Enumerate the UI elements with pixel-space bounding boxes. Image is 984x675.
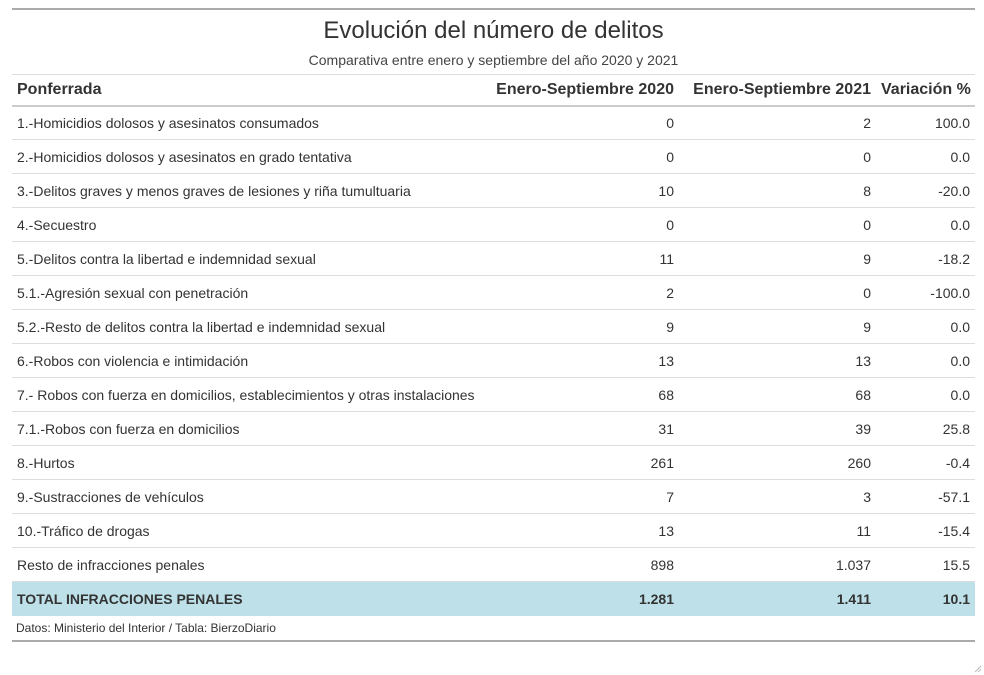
- column-header-2020[interactable]: Enero-Septiembre 2020: [482, 74, 679, 107]
- cell-2020: 13: [482, 343, 679, 378]
- table-header: Ponferrada Enero-Septiembre 2020 Enero-S…: [12, 74, 975, 107]
- table-row: 10.-Tráfico de drogas 13 11 -15.4: [12, 513, 975, 548]
- resize-handle-icon[interactable]: [974, 665, 982, 673]
- table-row: 3.-Delitos graves y menos graves de lesi…: [12, 173, 975, 208]
- chart-title: Evolución del número de delitos: [323, 17, 664, 44]
- cell-2021: 8: [679, 173, 876, 208]
- cell-variacion: 15.5: [876, 547, 975, 582]
- cell-variacion: 0.0: [876, 343, 975, 378]
- cell-category: 6.-Robos con violencia e intimidación: [12, 343, 482, 378]
- cell-category: 9.-Sustracciones de vehículos: [12, 479, 482, 514]
- cell-2020: 261: [482, 445, 679, 480]
- cell-2021: 9: [679, 241, 876, 276]
- cell-category: 7.1.-Robos con fuerza en domicilios: [12, 411, 482, 446]
- cell-2020: 0: [482, 207, 679, 242]
- cell-variacion: 25.8: [876, 411, 975, 446]
- cell-2020: 898: [482, 547, 679, 582]
- cell-2021: 68: [679, 377, 876, 412]
- cell-2021: 3: [679, 479, 876, 514]
- table-row: 6.-Robos con violencia e intimidación 13 1…: [12, 343, 975, 378]
- cell-category: 5.2.-Resto de delitos contra la libertad…: [12, 309, 482, 344]
- cell-variacion: -20.0: [876, 173, 975, 208]
- cell-category: 1.-Homicidios dolosos y asesinatos consu…: [12, 105, 482, 140]
- cell-category: 5.-Delitos contra la libertad e indemnid…: [12, 241, 482, 276]
- cell-category: 5.1.-Agresión sexual con penetración: [12, 275, 482, 310]
- cell-category: 10.-Tráfico de drogas: [12, 513, 482, 548]
- cell-variacion: 0.0: [876, 139, 975, 174]
- table-row: 5.-Delitos contra la libertad e indemnid…: [12, 241, 975, 276]
- cell-variacion: -18.2: [876, 241, 975, 276]
- cell-2021: 1.411: [679, 581, 876, 616]
- cell-2021: 9: [679, 309, 876, 344]
- column-header-ponferrada[interactable]: Ponferrada: [12, 74, 482, 107]
- table-row: 1.-Homicidios dolosos y asesinatos consu…: [12, 105, 975, 140]
- cell-2021: 39: [679, 411, 876, 446]
- cell-category: TOTAL INFRACCIONES PENALES: [12, 581, 482, 616]
- cell-2020: 0: [482, 139, 679, 174]
- cell-category: Resto de infracciones penales: [12, 547, 482, 582]
- cell-variacion: 100.0: [876, 105, 975, 140]
- cell-variacion: -15.4: [876, 513, 975, 548]
- table-card: Evolución del número de delitos Comparat…: [12, 8, 975, 642]
- cell-category: 3.-Delitos graves y menos graves de lesi…: [12, 173, 482, 208]
- column-header-variacion[interactable]: Variación %: [876, 74, 975, 107]
- source-note: Datos: Ministerio del Interior / Tabla: …: [12, 616, 975, 642]
- table-row: 5.2.-Resto de delitos contra la libertad…: [12, 309, 975, 344]
- cell-2020: 7: [482, 479, 679, 514]
- cell-category: 7.- Robos con fuerza en domicilios, esta…: [12, 377, 482, 412]
- cell-2021: 0: [679, 275, 876, 310]
- cell-2021: 11: [679, 513, 876, 548]
- cell-2021: 13: [679, 343, 876, 378]
- cell-2020: 10: [482, 173, 679, 208]
- cell-2021: 0: [679, 139, 876, 174]
- table-row: 8.-Hurtos 261 260 -0.4: [12, 445, 975, 480]
- cell-2020: 68: [482, 377, 679, 412]
- header-row: Ponferrada Enero-Septiembre 2020 Enero-S…: [12, 74, 975, 107]
- cell-2020: 1.281: [482, 581, 679, 616]
- cell-2020: 11: [482, 241, 679, 276]
- cell-2020: 0: [482, 105, 679, 140]
- column-header-2021[interactable]: Enero-Septiembre 2021: [679, 74, 876, 107]
- cell-2020: 2: [482, 275, 679, 310]
- table-row: 7.1.-Robos con fuerza en domicilios 31 39 2…: [12, 411, 975, 446]
- cell-2021: 0: [679, 207, 876, 242]
- cell-category: 2.-Homicidios dolosos y asesinatos en gr…: [12, 139, 482, 174]
- table-body: 1.-Homicidios dolosos y asesinatos consu…: [12, 105, 975, 616]
- cell-2021: 260: [679, 445, 876, 480]
- cell-variacion: 0.0: [876, 309, 975, 344]
- cell-variacion: -57.1: [876, 479, 975, 514]
- cell-2021: 1.037: [679, 547, 876, 582]
- chart-subtitle: Comparativa entre enero y septiembre del…: [308, 52, 679, 68]
- cell-variacion: -100.0: [876, 275, 975, 310]
- cell-2020: 13: [482, 513, 679, 548]
- cell-2020: 9: [482, 309, 679, 344]
- cell-variacion: 0.0: [876, 377, 975, 412]
- cell-category: 8.-Hurtos: [12, 445, 482, 480]
- cell-variacion: 10.1: [876, 581, 975, 616]
- cell-category: 4.-Secuestro: [12, 207, 482, 242]
- cell-variacion: -0.4: [876, 445, 975, 480]
- table-row: Resto de infracciones penales 898 1.037 15.…: [12, 547, 975, 582]
- table-row: 4.-Secuestro 0 0 0.0: [12, 207, 975, 242]
- table-row: 7.- Robos con fuerza en domicilios, esta…: [12, 377, 975, 412]
- cell-2020: 31: [482, 411, 679, 446]
- cell-variacion: 0.0: [876, 207, 975, 242]
- table-row: 9.-Sustracciones de vehículos 7 3 -57.1: [12, 479, 975, 514]
- table-row: 2.-Homicidios dolosos y asesinatos en gr…: [12, 139, 975, 174]
- table-row: 5.1.-Agresión sexual con penetración 2 0 -1…: [12, 275, 975, 310]
- crime-table: Ponferrada Enero-Septiembre 2020 Enero-S…: [12, 74, 975, 616]
- total-row: TOTAL INFRACCIONES PENALES 1.281 1.411 10.1: [12, 581, 975, 616]
- cell-2021: 2: [679, 105, 876, 140]
- top-rule: [12, 8, 975, 10]
